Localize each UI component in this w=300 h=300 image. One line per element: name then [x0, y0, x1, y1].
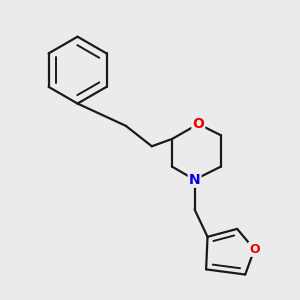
Text: N: N [189, 173, 200, 187]
Text: O: O [192, 117, 204, 131]
Text: O: O [249, 243, 260, 256]
